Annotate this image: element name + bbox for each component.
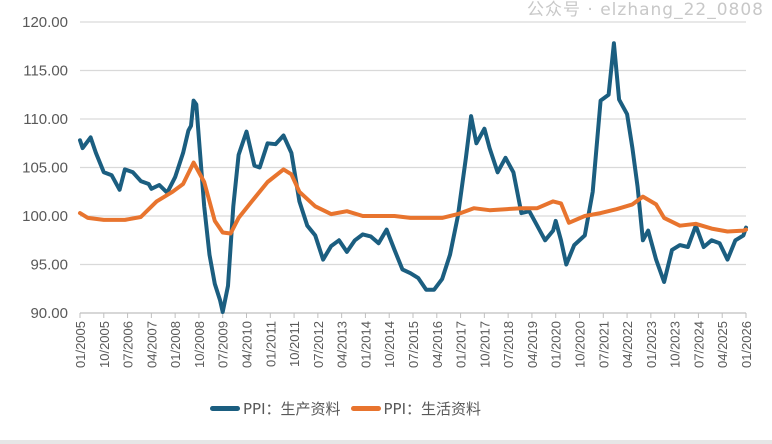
x-axis: 01/2005 10/2005 07/2006 04/2007 01/2008 10/20…: [73, 313, 754, 368]
series-line-consumer-goods: [78, 160, 748, 236]
watermark: 公众号 · elzhang_22_0808: [527, 0, 764, 20]
x-tick-label: 01/2026: [739, 321, 754, 368]
x-tick-label: 04/2010: [240, 321, 255, 368]
y-tick-label: 95.00: [30, 257, 68, 274]
x-tick-label: 01/2011: [263, 321, 278, 367]
legend-item-consumer[interactable]: PPI：生活资料: [350, 398, 482, 419]
x-tick-label: 10/2008: [192, 321, 207, 368]
y-tick-label: 100.00: [22, 208, 68, 225]
x-tick-label: 04/2016: [430, 321, 445, 368]
x-tick-label: 10/2020: [573, 321, 588, 368]
x-tick-label: 07/2018: [501, 321, 516, 368]
y-tick-label: 110.00: [23, 111, 68, 128]
x-tick-label: 10/2005: [97, 321, 112, 368]
series-lines: [78, 41, 748, 314]
x-tick-label: 04/2007: [144, 321, 159, 368]
y-tick-label: 120.00: [22, 14, 68, 31]
legend-label: PPI：生产资料: [243, 400, 341, 418]
legend-label: PPI：生活资料: [383, 400, 482, 418]
y-tick-label: 105.00: [22, 160, 68, 177]
x-tick-label: 01/2008: [168, 321, 183, 368]
x-tick-label: 04/2019: [525, 321, 540, 368]
series-line-producer-goods: [78, 41, 748, 314]
x-tick-label: 07/2024: [691, 321, 706, 368]
x-tick-label: 01/2005: [73, 321, 88, 368]
x-tick-label: 07/2006: [121, 321, 136, 368]
x-tick-label: 04/2022: [620, 321, 635, 368]
x-tick-label: 10/2023: [668, 321, 683, 368]
y-tick-label: 115.00: [23, 63, 68, 80]
x-tick-label: 01/2017: [454, 321, 469, 368]
x-tick-label: 01/2014: [358, 321, 373, 368]
legend-swatch: [210, 406, 240, 411]
y-axis: 90.00 95.00 100.00 105.00 110.00 115.00 120.00: [22, 14, 68, 322]
x-tick-label: 07/2021: [596, 321, 611, 368]
x-tick-label: 04/2013: [335, 321, 350, 368]
legend-swatch: [350, 406, 381, 411]
x-tick-label: 07/2015: [406, 321, 421, 368]
x-tick-label: 10/2014: [382, 321, 397, 368]
x-tick-label: 07/2009: [216, 321, 231, 368]
y-tick-label: 90.00: [30, 305, 68, 322]
x-tick-label: 01/2020: [549, 321, 564, 368]
x-tick-label: 04/2025: [715, 321, 730, 368]
legend: PPI：生产资料 PPI：生活资料: [210, 398, 491, 419]
x-tick-label: 07/2012: [311, 321, 326, 368]
bottom-border: [0, 440, 772, 444]
legend-item-producer[interactable]: PPI：生产资料: [210, 398, 341, 419]
x-tick-label: 10/2017: [477, 321, 492, 368]
x-tick-label: 10/2011: [287, 321, 302, 367]
x-tick-label: 01/2023: [644, 321, 659, 368]
